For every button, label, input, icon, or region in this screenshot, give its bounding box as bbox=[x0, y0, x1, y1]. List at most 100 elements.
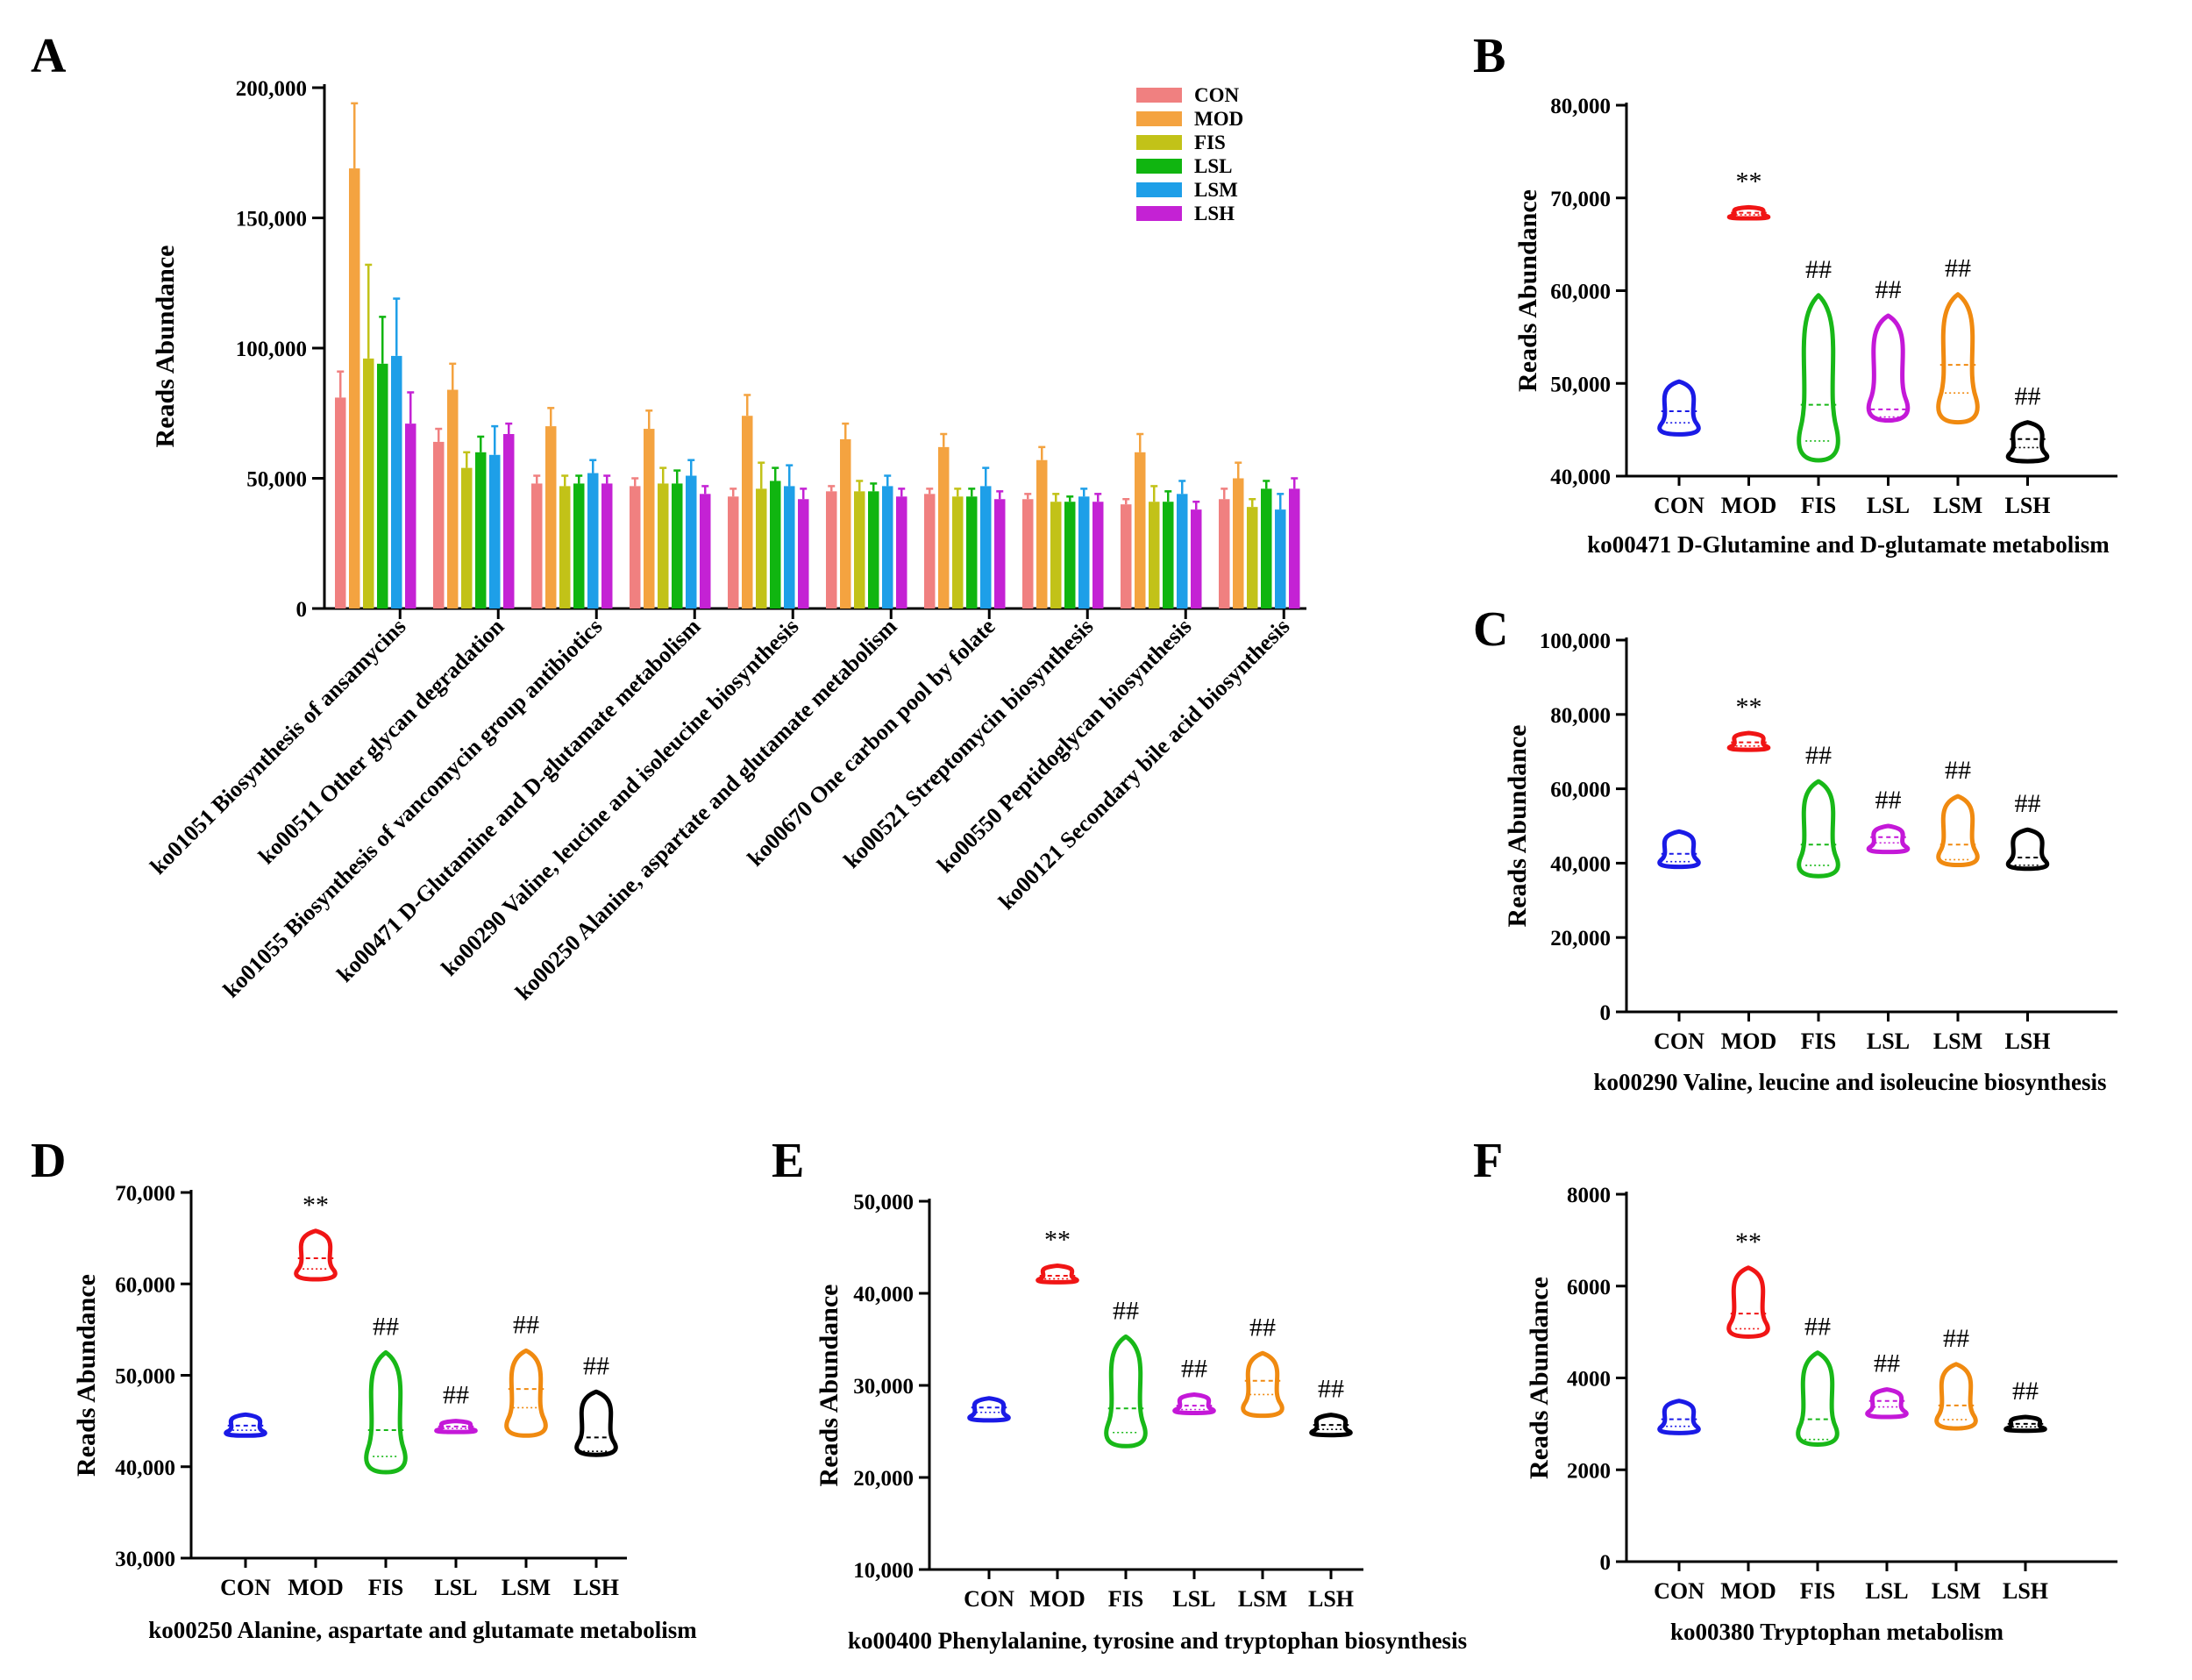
y-tick-label: 40,000 bbox=[1550, 466, 1611, 489]
violin-fis bbox=[1797, 779, 1840, 879]
x-tick-label-fis: FIS bbox=[1801, 493, 1836, 518]
legend-swatch-con bbox=[1136, 88, 1182, 103]
x-tick-label-lsl: LSL bbox=[1867, 493, 1910, 518]
bar-lsl bbox=[1163, 502, 1174, 609]
bar-lsm bbox=[1177, 494, 1188, 609]
violin-fis bbox=[1797, 293, 1840, 463]
x-tick-label-lsl: LSL bbox=[1172, 1586, 1215, 1612]
x-tick-label-lsm: LSM bbox=[502, 1575, 551, 1600]
x-tick-label-mod: MOD bbox=[1721, 493, 1777, 518]
bar-lsh bbox=[994, 499, 1006, 609]
x-tick-label-lsh: LSH bbox=[1308, 1586, 1354, 1612]
panel-title: ko00380 Tryptophan metabolism bbox=[1670, 1619, 2004, 1645]
y-axis-label: Reads Abundance bbox=[815, 1285, 843, 1487]
bar-mod bbox=[1233, 478, 1244, 609]
significance-marker-lsm: ## bbox=[1249, 1313, 1276, 1342]
y-tick-label: 50,000 bbox=[853, 1191, 914, 1214]
panel-a-y-tick-label: 50,000 bbox=[246, 468, 307, 492]
panel-title: ko00250 Alanine, aspartate and glutamate… bbox=[148, 1617, 697, 1643]
significance-marker-fis: ## bbox=[1113, 1296, 1139, 1325]
y-tick-label: 30,000 bbox=[853, 1375, 914, 1399]
panel-a-y-tick-label: 200,000 bbox=[236, 77, 307, 101]
bar-lsm bbox=[1078, 496, 1090, 609]
bar-mod bbox=[349, 168, 360, 609]
bar-mod bbox=[938, 446, 950, 609]
y-tick-label: 80,000 bbox=[1550, 95, 1611, 118]
violin-mod bbox=[1726, 1265, 1770, 1339]
y-axis-label: Reads Abundance bbox=[1513, 189, 1542, 392]
legend-swatch-mod bbox=[1136, 111, 1182, 126]
panel-a-category-label: ko01055 Biosynthesis of vancomycin group… bbox=[218, 614, 608, 1003]
significance-marker-lsh: ## bbox=[2015, 382, 2041, 411]
significance-marker-lsl: ## bbox=[1874, 1349, 1900, 1378]
panel-a-y-tick-label: 150,000 bbox=[236, 208, 307, 231]
legend-label-lsh: LSH bbox=[1194, 203, 1235, 224]
bar-lsl bbox=[1064, 502, 1076, 609]
panel-b-violin-chart: B 40,000 50,000 60,000 70,000 80,000 Reads Ab… bbox=[1473, 29, 2117, 558]
y-tick-label: 60,000 bbox=[1550, 779, 1611, 802]
x-tick-label-lsm: LSM bbox=[1932, 1578, 1981, 1604]
y-tick-label: 70,000 bbox=[1550, 188, 1611, 211]
bar-con bbox=[728, 496, 739, 609]
bar-fis bbox=[363, 358, 374, 609]
significance-marker-fis: ## bbox=[373, 1312, 399, 1341]
bar-fis bbox=[559, 486, 571, 609]
panel-e-violin-chart: E 10,000 20,000 30,000 40,000 50,000 Reads Ab… bbox=[772, 1134, 1467, 1654]
y-tick-label: 50,000 bbox=[1550, 373, 1611, 396]
bar-con bbox=[335, 397, 346, 609]
violin-fis bbox=[364, 1349, 408, 1475]
x-tick-label-fis: FIS bbox=[368, 1575, 403, 1600]
x-tick-label-lsl: LSL bbox=[1867, 1029, 1910, 1054]
x-tick-label-mod: MOD bbox=[288, 1575, 344, 1600]
bar-mod bbox=[742, 416, 753, 609]
violin-lsm bbox=[504, 1348, 548, 1438]
bar-con bbox=[433, 441, 445, 609]
bar-lsl bbox=[868, 491, 879, 609]
significance-marker-fis: ## bbox=[1805, 255, 1832, 284]
panel-d-violin-chart: D 30,000 40,000 50,000 60,000 70,000 Reads Ab… bbox=[31, 1134, 697, 1643]
bar-fis bbox=[658, 483, 669, 609]
bar-lsh bbox=[1191, 509, 1202, 609]
y-tick-label: 10,000 bbox=[853, 1559, 914, 1583]
panel-label-a: A bbox=[31, 29, 67, 83]
x-tick-label-mod: MOD bbox=[1720, 1578, 1776, 1604]
bar-lsl bbox=[475, 452, 487, 609]
bar-lsh bbox=[405, 424, 416, 609]
y-tick-label: 20,000 bbox=[1550, 927, 1611, 950]
legend-label-mod: MOD bbox=[1194, 108, 1243, 130]
panel-label-f: F bbox=[1473, 1134, 1503, 1188]
legend-label-fis: FIS bbox=[1194, 132, 1226, 153]
panel-a-y-tick-label: 0 bbox=[296, 598, 308, 622]
y-tick-label: 60,000 bbox=[115, 1273, 175, 1297]
legend-swatch-lsh bbox=[1136, 206, 1182, 221]
x-tick-label-fis: FIS bbox=[1800, 1578, 1835, 1604]
significance-marker-fis: ## bbox=[1804, 1313, 1831, 1342]
x-tick-label-lsm: LSM bbox=[1933, 1029, 1982, 1054]
bar-lsm bbox=[882, 486, 893, 609]
panel-label-d: D bbox=[31, 1134, 66, 1188]
legend-label-con: CON bbox=[1194, 84, 1240, 106]
panel-title: ko00290 Valine, leucine and isoleucine b… bbox=[1593, 1069, 2106, 1095]
legend-swatch-lsm bbox=[1136, 182, 1182, 197]
bar-lsm bbox=[980, 486, 992, 609]
legend-swatch-fis bbox=[1136, 135, 1182, 150]
bar-mod bbox=[1135, 452, 1146, 609]
y-tick-label: 0 bbox=[1600, 1001, 1612, 1025]
y-tick-label: 50,000 bbox=[115, 1365, 175, 1389]
bar-lsl bbox=[770, 481, 781, 609]
y-tick-label: 40,000 bbox=[853, 1283, 914, 1306]
x-tick-label-lsl: LSL bbox=[1865, 1578, 1908, 1604]
panel-f-violin-chart: F 0 2000 4000 6000 8000 Reads Abundance ko0038… bbox=[1473, 1134, 2117, 1645]
bar-lsm bbox=[391, 355, 402, 609]
y-tick-label: 8000 bbox=[1567, 1184, 1611, 1207]
violin-lsm bbox=[1241, 1350, 1285, 1419]
bar-lsh bbox=[896, 496, 907, 609]
bar-fis bbox=[756, 488, 767, 609]
significance-marker-lsm: ## bbox=[1945, 756, 1971, 785]
significance-marker-mod: ** bbox=[1736, 167, 1762, 196]
bar-lsh bbox=[700, 494, 711, 609]
significance-marker-lsl: ## bbox=[1181, 1355, 1207, 1384]
x-tick-label-lsh: LSH bbox=[2003, 1578, 2048, 1604]
